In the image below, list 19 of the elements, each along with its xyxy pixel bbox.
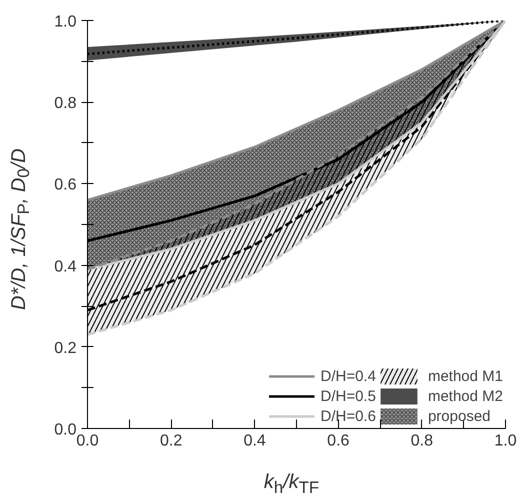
x-tick-label: 0.0 bbox=[76, 432, 99, 450]
y-tick-label: 0.8 bbox=[54, 95, 77, 112]
legend-label: D/H=0.6 bbox=[320, 408, 376, 424]
legend-label: D/H=0.5 bbox=[320, 388, 376, 404]
x-axis-title: k$_{h}$/k$_{TF}$ bbox=[264, 471, 320, 497]
y-tick-label: 0.4 bbox=[54, 258, 77, 276]
legend-label: proposed bbox=[428, 408, 491, 424]
x-tick-label: 1.0 bbox=[494, 432, 517, 450]
y-tick-label: 1.0 bbox=[54, 14, 77, 30]
x-tick-label: 0.8 bbox=[410, 432, 434, 450]
legend-label: D/H=0.4 bbox=[320, 368, 376, 384]
y-tick-label: 0.0 bbox=[54, 422, 77, 438]
y-tick-label: 0.6 bbox=[54, 176, 77, 194]
x-tick-label: 0.2 bbox=[160, 432, 182, 450]
x-tick-label: 0.6 bbox=[327, 432, 350, 450]
legend-label: method M1 bbox=[428, 368, 503, 384]
x-tick-label: 0.4 bbox=[244, 432, 266, 450]
legend-label: method M2 bbox=[428, 388, 503, 404]
y-tick-label: 0.2 bbox=[54, 340, 77, 357]
